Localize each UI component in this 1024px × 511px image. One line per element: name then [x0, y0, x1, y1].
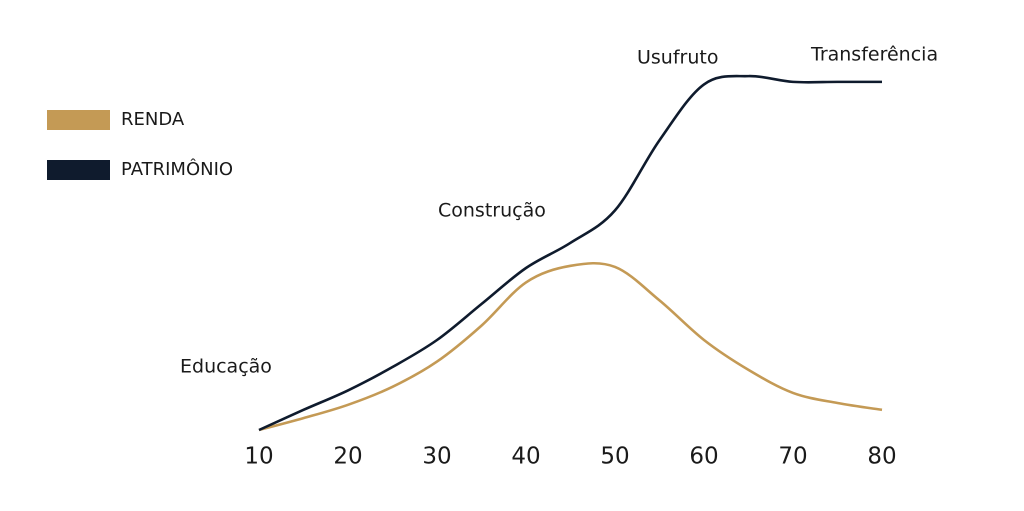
legend-swatch [47, 110, 110, 130]
legend-swatch [47, 160, 110, 180]
legend-label: PATRIMÔNIO [121, 158, 233, 180]
x-tick-label: 60 [689, 444, 718, 470]
x-tick-label: 80 [867, 444, 896, 470]
x-tick-label: 30 [422, 444, 451, 470]
x-tick-label: 50 [600, 444, 629, 470]
annotation: Educação [180, 356, 272, 378]
line [258, 74, 882, 432]
x-tick-label: 10 [244, 444, 273, 470]
legend-label: RENDA [121, 109, 185, 130]
line [258, 261, 883, 432]
x-tick-label: 70 [778, 444, 807, 470]
annotation: Construção [438, 200, 546, 222]
x-tick-label: 40 [511, 444, 540, 470]
x-tick-label: 20 [333, 444, 362, 470]
annotation: Transferência [810, 44, 938, 66]
annotation: Usufruto [637, 47, 718, 69]
